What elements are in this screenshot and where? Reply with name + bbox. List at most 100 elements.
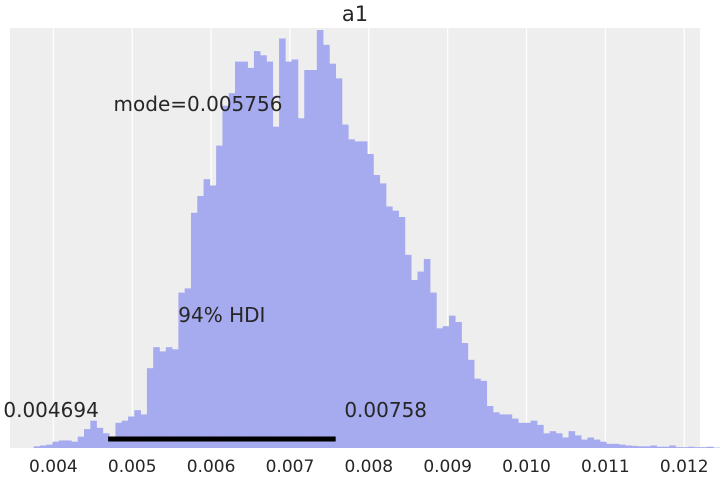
histogram-bar bbox=[499, 414, 506, 448]
histogram-bar bbox=[555, 433, 563, 448]
histogram-bar bbox=[694, 447, 701, 448]
x-tick-label: 0.007 bbox=[266, 457, 315, 477]
mode-label: mode=0.005756 bbox=[114, 92, 283, 116]
histogram-bar bbox=[228, 93, 236, 448]
histogram-bar bbox=[235, 61, 242, 448]
histogram-bar bbox=[398, 217, 406, 448]
hdi-label: 94% HDI bbox=[178, 303, 265, 327]
histogram-bar bbox=[96, 427, 104, 448]
histogram-bar bbox=[656, 446, 664, 448]
histogram-bar bbox=[669, 445, 676, 448]
histogram-bar bbox=[549, 431, 557, 448]
histogram-bar bbox=[631, 445, 639, 448]
histogram-bar bbox=[404, 254, 412, 448]
histogram-bar bbox=[430, 292, 437, 448]
histogram-bar bbox=[335, 78, 343, 449]
histogram-bar bbox=[543, 433, 550, 448]
histogram-bar bbox=[58, 440, 66, 448]
histogram-bar bbox=[90, 420, 97, 448]
x-tick-label: 0.012 bbox=[660, 457, 709, 477]
x-axis: 0.004 0.005 0.006 0.007 0.008 0.009 0.010 0.011… bbox=[29, 457, 709, 477]
histogram-bar bbox=[247, 67, 255, 449]
histogram-bar bbox=[197, 196, 204, 448]
histogram-bar bbox=[184, 288, 192, 448]
histogram-bar bbox=[493, 412, 500, 448]
histogram-bar bbox=[448, 315, 456, 448]
histogram-bar bbox=[260, 55, 267, 449]
histogram-bar bbox=[474, 378, 481, 448]
histogram-bar bbox=[524, 422, 532, 448]
histogram-bar bbox=[342, 124, 349, 448]
histogram-bar bbox=[159, 351, 167, 448]
histogram-bar bbox=[33, 446, 41, 448]
histogram-bar bbox=[39, 445, 47, 448]
hdi-low-label: 0.004694 bbox=[3, 398, 98, 422]
histogram-bar bbox=[600, 441, 607, 448]
histogram-bar bbox=[593, 439, 601, 448]
histogram-bar bbox=[392, 210, 399, 448]
histogram-bar bbox=[354, 141, 362, 448]
histogram-bar bbox=[348, 139, 355, 449]
histogram-bar bbox=[587, 437, 595, 448]
histogram-bar bbox=[285, 61, 292, 448]
hdi-high-label: 0.00758 bbox=[344, 398, 427, 422]
x-tick-label: 0.004 bbox=[29, 457, 78, 477]
histogram-bar bbox=[360, 141, 368, 448]
histogram-bar bbox=[511, 418, 519, 448]
histogram-bar bbox=[310, 70, 318, 448]
histogram-bar bbox=[467, 359, 475, 448]
histogram-bar bbox=[316, 30, 324, 448]
histogram-bar bbox=[367, 154, 374, 448]
histogram-bar bbox=[241, 61, 248, 448]
histogram-bar bbox=[209, 185, 217, 448]
histogram-bar bbox=[83, 429, 91, 448]
histogram-bar bbox=[46, 444, 53, 448]
histogram-bar bbox=[537, 424, 544, 448]
histogram-bar bbox=[618, 444, 626, 448]
histogram-bar bbox=[109, 439, 116, 448]
x-tick-label: 0.006 bbox=[187, 457, 236, 477]
histogram-bar bbox=[650, 445, 657, 448]
histogram-bar bbox=[115, 422, 123, 448]
histogram-bar bbox=[455, 322, 462, 448]
histogram-bar bbox=[706, 446, 714, 448]
histogram-bar bbox=[644, 446, 651, 448]
histogram-bar bbox=[178, 292, 185, 448]
histogram-bar bbox=[146, 368, 154, 448]
histogram-bar bbox=[637, 446, 645, 448]
histogram-bar bbox=[581, 439, 588, 448]
histogram-bar bbox=[530, 420, 538, 448]
histogram-bar bbox=[102, 433, 110, 448]
x-tick-label: 0.005 bbox=[108, 457, 157, 477]
histogram-bar bbox=[329, 63, 337, 448]
histogram-bar bbox=[612, 443, 620, 448]
histogram-bar bbox=[505, 414, 513, 448]
histogram-bar bbox=[700, 447, 708, 448]
histogram-bar bbox=[304, 70, 311, 448]
x-tick-label: 0.010 bbox=[502, 457, 551, 477]
histogram-bar bbox=[486, 406, 494, 448]
histogram-bar bbox=[461, 343, 469, 448]
histogram-bar bbox=[216, 145, 223, 448]
histogram-bar bbox=[417, 271, 425, 448]
histogram-bar bbox=[65, 440, 72, 448]
histogram-bar bbox=[71, 441, 79, 448]
histogram-bar bbox=[373, 175, 381, 448]
histogram-bar bbox=[411, 280, 418, 448]
chart-title: a1 bbox=[342, 2, 368, 26]
histogram-bar bbox=[140, 414, 148, 448]
histogram-bar bbox=[625, 445, 632, 448]
histogram-bar bbox=[77, 436, 85, 448]
x-tick-label: 0.011 bbox=[581, 457, 630, 477]
histogram-bar bbox=[323, 44, 330, 449]
histogram-bar bbox=[190, 212, 198, 448]
histogram-bar bbox=[675, 447, 683, 448]
histogram-bar bbox=[518, 422, 525, 448]
histogram-bar bbox=[662, 446, 670, 448]
histogram-bar bbox=[291, 59, 299, 448]
histogram-bar bbox=[279, 38, 286, 448]
histogram-bar bbox=[562, 437, 569, 448]
histogram-bar bbox=[436, 328, 443, 448]
histogram-bar bbox=[121, 420, 129, 448]
